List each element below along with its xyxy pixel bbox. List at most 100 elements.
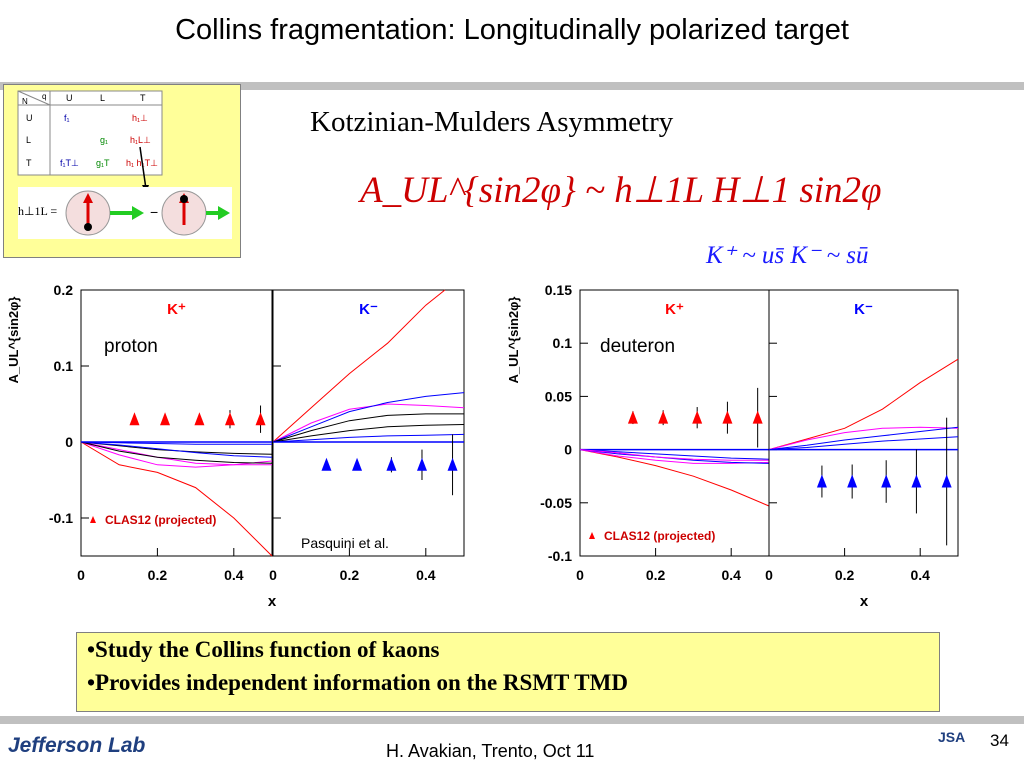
x-tick-label: 0: [269, 567, 277, 583]
asymmetry-formula: A_UL^{sin2φ} ~ h⊥1L H⊥1 sin2φ: [360, 170, 882, 211]
summary-box: •Study the Collins function of kaons •Pr…: [76, 632, 940, 712]
legend-marker: [589, 532, 595, 539]
model-curve: [768, 436, 959, 451]
model-curve: [272, 424, 465, 443]
x-axis-label: x: [860, 593, 869, 610]
quark-dot-left: [84, 223, 92, 231]
legend-label: CLAS12 (projected): [105, 513, 216, 527]
y-tick-label: 0: [564, 442, 572, 458]
x-tick-label: 0: [77, 567, 85, 583]
model-curve: [579, 449, 769, 461]
model-curve: [768, 426, 959, 451]
model-curve: [579, 449, 770, 464]
green-arrow-left-head: [132, 206, 144, 220]
cell-g1: g₁: [100, 135, 108, 145]
model-curve: [80, 441, 273, 468]
data-point-triangle: [386, 457, 397, 471]
model-curve: [768, 358, 959, 451]
jsa-logo: JSA: [938, 729, 966, 745]
data-point-triangle: [194, 412, 205, 426]
row-header-t: T: [26, 158, 32, 168]
y-tick-label: 0.1: [54, 358, 74, 374]
model-curve: [80, 441, 273, 464]
col-header-t: T: [140, 93, 146, 103]
y-tick-label: -0.1: [548, 548, 572, 564]
bottom-divider: [0, 716, 1024, 724]
corner-n: N: [22, 97, 28, 106]
model-curve: [272, 413, 464, 443]
y-tick-label: 0.15: [545, 282, 572, 298]
h1l-equation-label: h⊥1L =: [18, 204, 57, 218]
bullet-1: •Study the Collins function of kaons: [87, 637, 440, 662]
y-axis-label: A_UL^{sin2φ}: [506, 297, 521, 384]
col-header-u: U: [66, 93, 73, 103]
target-label: proton: [104, 336, 158, 357]
model-curve: [80, 441, 272, 466]
proton-asymmetry-chart: A_UL^{sin2φ} -0.1 0 0.1 0.2 0 0.2 0.4 K⁺ 0 0.2 0.4 K…: [6, 282, 465, 610]
x-tick-label: 0.2: [646, 567, 666, 583]
green-arrow-right-head: [218, 206, 230, 220]
col-header-l: L: [100, 93, 105, 103]
data-point-triangle: [847, 474, 858, 488]
slide-title: Collins fragmentation: Longitudinally po…: [175, 14, 849, 46]
panel-label: K⁺: [167, 301, 186, 318]
kaon-quark-content: K⁺ ~ us̄ K⁻ ~ sū: [706, 242, 869, 269]
legend-label: CLAS12 (projected): [604, 529, 715, 543]
cell-h1l: h₁L⊥: [130, 135, 151, 145]
y-tick-label: 0.1: [553, 335, 573, 351]
panel-label: K⁻: [854, 301, 873, 318]
y-tick-label: 0.05: [545, 388, 572, 404]
model-curve: [579, 449, 770, 460]
spin-arrow-up-head: [83, 193, 93, 203]
bullet-2: •Provides independent information on the…: [87, 670, 628, 695]
target-label: deuteron: [600, 336, 675, 357]
annotation-text: Pasquini et al.: [301, 535, 389, 551]
model-curve: [80, 441, 272, 445]
x-tick-label: 0.4: [224, 567, 244, 583]
y-tick-label: 0: [65, 434, 73, 450]
x-tick-label: 0.2: [340, 567, 360, 583]
cell-f1: f₁: [64, 113, 70, 123]
data-point-triangle: [416, 457, 427, 471]
panel-frame: [80, 289, 273, 557]
tmd-table-svg: q N U L T U L T f₁ h₁⊥ g₁ h₁L⊥ f₁T⊥ g₁T …: [17, 90, 232, 239]
y-tick-label: 0.2: [54, 282, 74, 298]
deuteron-asymmetry-chart: A_UL^{sin2φ} -0.1 -0.05 0 0.05 0.1 0.15 0 0.2 0.4…: [506, 282, 959, 610]
model-curve: [80, 441, 273, 458]
corner-diagonal: [17, 90, 51, 106]
quark-dot-right: [180, 195, 188, 203]
model-curve: [272, 433, 465, 443]
x-tick-label: 0.4: [910, 567, 930, 583]
model-curve: [272, 289, 446, 443]
cell-f1t: f₁T⊥: [60, 158, 79, 168]
jefferson-lab-logo: Jefferson Lab: [8, 734, 146, 757]
model-curve: [272, 392, 465, 443]
data-point-triangle: [129, 412, 140, 426]
panel-label: K⁻: [359, 301, 378, 318]
data-point-triangle: [692, 410, 703, 424]
x-tick-label: 0.4: [416, 567, 436, 583]
model-curve: [768, 426, 959, 451]
data-point-triangle: [722, 410, 733, 424]
y-tick-label: -0.05: [540, 495, 572, 511]
model-curve: [579, 449, 770, 507]
tmd-table-inset: q N U L T U L T f₁ h₁⊥ g₁ h₁L⊥ f₁T⊥ g₁T …: [3, 84, 241, 258]
panel-frame: [272, 289, 465, 557]
data-point-triangle: [941, 474, 952, 488]
data-point-triangle: [658, 410, 669, 424]
cell-h1perp: h₁⊥: [132, 113, 148, 123]
data-point-triangle: [447, 457, 458, 471]
minus-sign: −: [150, 204, 158, 220]
data-point-triangle: [627, 410, 638, 424]
x-tick-label: 0: [576, 567, 584, 583]
data-point-triangle: [752, 410, 763, 424]
y-tick-label: -0.1: [49, 510, 73, 526]
data-point-triangle: [255, 412, 266, 426]
panel-frame: [579, 289, 770, 557]
row-header-u: U: [26, 113, 33, 123]
x-tick-label: 0.2: [835, 567, 855, 583]
row-header-l: L: [26, 135, 31, 145]
data-point-triangle: [321, 457, 332, 471]
corner-q: q: [42, 92, 46, 101]
y-axis-label: A_UL^{sin2φ}: [6, 297, 21, 384]
